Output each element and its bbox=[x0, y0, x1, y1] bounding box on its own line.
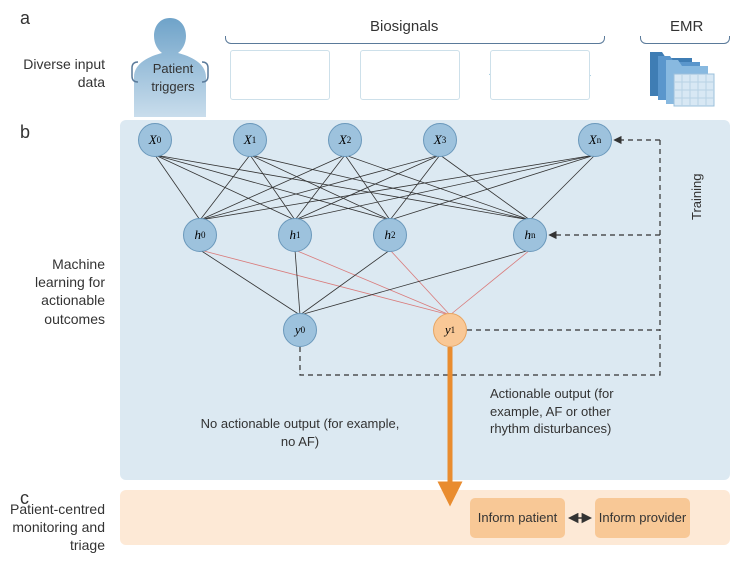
biosignal-box-2 bbox=[360, 50, 460, 100]
biosignal-box-3 bbox=[490, 50, 590, 100]
side-label-a: Diverse input data bbox=[10, 55, 105, 91]
panel-label-a: a bbox=[20, 8, 30, 29]
node-y0: y0 bbox=[283, 313, 317, 347]
label-patient-triggers: Patient triggers bbox=[148, 60, 198, 95]
node-h2: h2 bbox=[373, 218, 407, 252]
label-no-output: No actionable output (for example, no AF… bbox=[200, 415, 400, 450]
bracket-emr bbox=[640, 36, 730, 44]
node-X3: X3 bbox=[423, 123, 457, 157]
bracket-biosignals bbox=[225, 36, 605, 44]
label-emr: EMR bbox=[670, 18, 703, 35]
label-actionable: Actionable output (for example, AF or ot… bbox=[490, 385, 650, 438]
node-X1: X1 bbox=[233, 123, 267, 157]
node-hn: hn bbox=[513, 218, 547, 252]
label-biosignals: Biosignals bbox=[370, 18, 438, 35]
node-h0: h0 bbox=[183, 218, 217, 252]
node-X2: X2 bbox=[328, 123, 362, 157]
inform-provider-box: Inform provider bbox=[595, 498, 690, 538]
panel-label-b: b bbox=[20, 122, 30, 143]
node-X0: X0 bbox=[138, 123, 172, 157]
node-Xn: Xn bbox=[578, 123, 612, 157]
node-h1: h1 bbox=[278, 218, 312, 252]
biosignal-box-1 bbox=[230, 50, 330, 100]
label-training: Training bbox=[688, 174, 706, 220]
side-label-b: Machine learning for actionable outcomes bbox=[10, 255, 105, 328]
node-y1: y1 bbox=[433, 313, 467, 347]
inform-patient-box: Inform patient bbox=[470, 498, 565, 538]
side-label-c: Patient-centred monitoring and triage bbox=[10, 500, 105, 555]
emr-icon bbox=[650, 52, 714, 106]
